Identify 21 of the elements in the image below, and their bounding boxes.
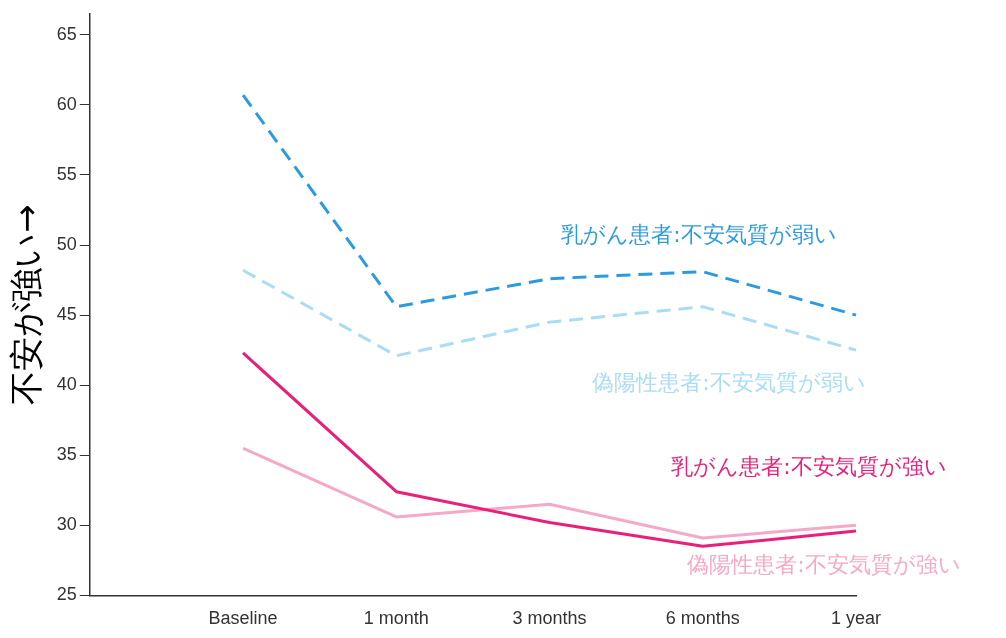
text: 乳がん患者:不安気質が強い (671, 453, 947, 479)
x-tick-label: 3 months (512, 608, 587, 629)
y-tick-label: 25 (56, 584, 77, 605)
y-tick-label: 55 (56, 163, 77, 184)
y-tick-label: 45 (56, 304, 77, 325)
series-label: 偽陽性患者:不安気質が弱い (592, 369, 866, 395)
y-tick-label: 50 (56, 234, 77, 255)
x-tick-label: 1 month (363, 608, 429, 629)
y-tick-label: 60 (56, 93, 77, 114)
x-tick-label: Baseline (208, 608, 278, 629)
series-label: 偽陽性患者:不安気質が強い (687, 552, 961, 578)
x-tick-label: 6 months (665, 608, 740, 629)
line-series (241, 268, 858, 358)
x-tick-label: 1 year (830, 608, 882, 629)
y-axis-title: 不安が強い→ (6, 204, 47, 405)
series-label: 乳がん患者:不安気質が弱い (561, 221, 837, 247)
line-series (241, 93, 858, 317)
y-tick-label: 65 (56, 23, 77, 44)
y-tick-label: 35 (56, 444, 77, 465)
y-tick-label: 30 (56, 514, 77, 535)
y-tick-label: 40 (56, 374, 77, 395)
